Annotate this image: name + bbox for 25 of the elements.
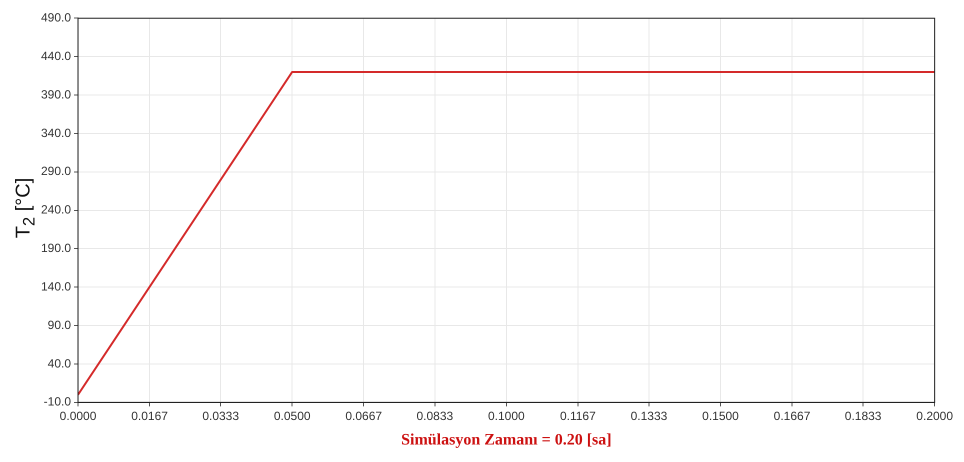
y-tick-label: 440.0 [41,48,72,63]
y-tick-label: 240.0 [41,202,72,217]
y-tick-label: 90.0 [48,318,72,332]
y-tick-label: 140.0 [41,279,72,294]
y-tick-label: 490.0 [41,10,72,25]
x-tick-label: 0.2000 [916,408,954,423]
x-tick-label: 0.1833 [844,408,882,423]
x-tick-label: 0.1167 [560,408,596,423]
y-tick-label: 40.0 [48,356,72,370]
x-tick-label: 0.0333 [202,408,240,423]
x-axis-title: Simülasyon Zamanı = 0.20 [sa] [401,432,612,449]
y-tick-label: 390.0 [41,87,72,102]
y-tick-label: 340.0 [41,126,72,140]
y-tick-label: 190.0 [41,241,72,256]
y-tick-label: -10.0 [44,394,72,409]
x-tick-label: 0.1333 [630,408,668,423]
y-tick-label: 290.0 [41,164,72,178]
x-tick-label: 0.0500 [274,408,311,423]
x-tick-label: 0.0167 [131,408,168,423]
x-tick-label: 0.0667 [345,408,382,423]
x-tick-label: 0.1500 [702,408,740,423]
x-tick-label: 0.0000 [60,408,97,423]
x-tick-label: 0.1000 [488,408,526,423]
x-tick-label: 0.1667 [774,408,811,423]
x-tick-label: 0.0833 [416,408,454,423]
